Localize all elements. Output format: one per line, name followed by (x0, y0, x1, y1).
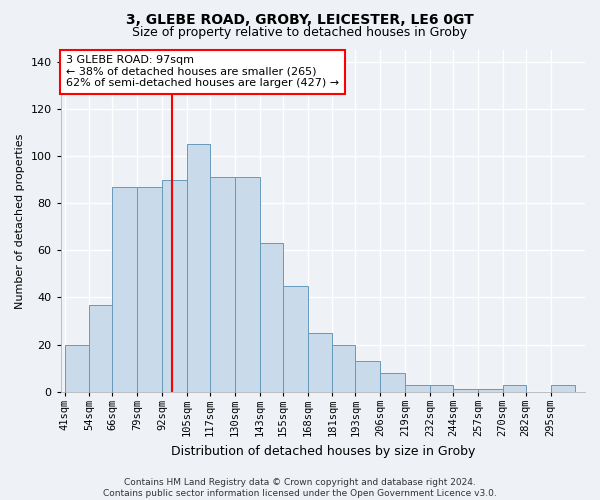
Bar (430, 384, 453, 392)
Bar (260, 243, 283, 392)
Bar (405, 384, 430, 392)
Text: Size of property relative to detached houses in Groby: Size of property relative to detached ho… (133, 26, 467, 39)
Bar (137, 186, 162, 392)
Text: 3, GLEBE ROAD, GROBY, LEICESTER, LE6 0GT: 3, GLEBE ROAD, GROBY, LEICESTER, LE6 0GT (126, 12, 474, 26)
Y-axis label: Number of detached properties: Number of detached properties (15, 133, 25, 308)
Bar (380, 373, 405, 392)
Bar (453, 390, 478, 392)
Bar (503, 384, 526, 392)
Bar (187, 144, 210, 392)
Bar (283, 286, 308, 392)
Bar (89, 304, 112, 392)
Bar (162, 180, 187, 392)
Bar (112, 186, 137, 392)
Text: Contains HM Land Registry data © Crown copyright and database right 2024.
Contai: Contains HM Land Registry data © Crown c… (103, 478, 497, 498)
Bar (551, 384, 575, 392)
Bar (210, 178, 235, 392)
Bar (332, 344, 355, 392)
Bar (235, 178, 260, 392)
Text: 3 GLEBE ROAD: 97sqm
← 38% of detached houses are smaller (265)
62% of semi-detac: 3 GLEBE ROAD: 97sqm ← 38% of detached ho… (66, 55, 339, 88)
Bar (308, 333, 332, 392)
Bar (65, 344, 89, 392)
Bar (355, 361, 380, 392)
Bar (478, 390, 503, 392)
X-axis label: Distribution of detached houses by size in Groby: Distribution of detached houses by size … (170, 444, 475, 458)
